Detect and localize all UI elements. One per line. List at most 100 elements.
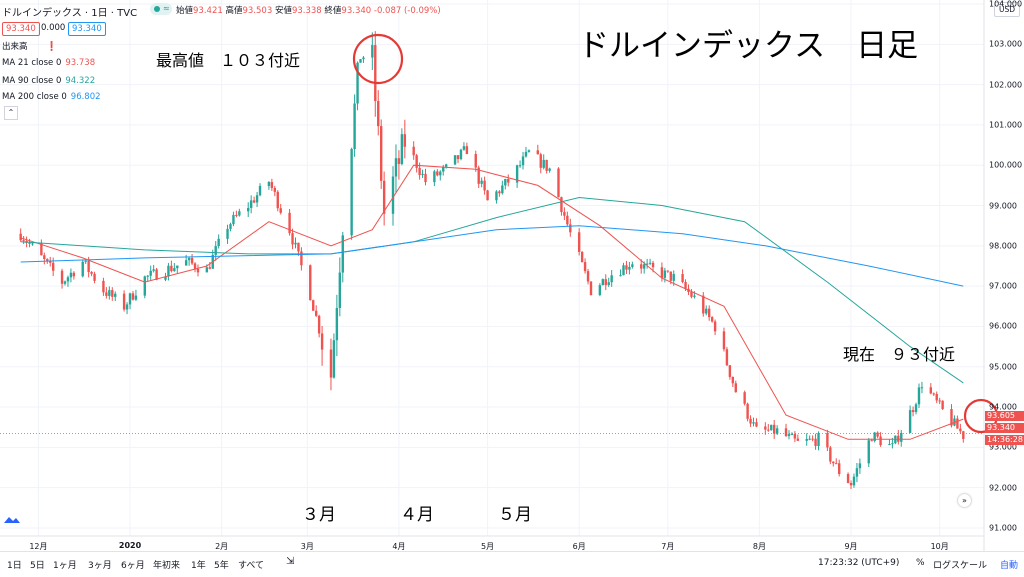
legend-volume[interactable]: 出来高 ❗ <box>2 40 57 52</box>
y-tick-label: 97.000 <box>989 281 1017 291</box>
auto-scale-toggle[interactable]: 自動 <box>1000 561 1019 571</box>
candle-body <box>764 426 767 430</box>
low-value: 93.338 <box>291 6 322 16</box>
currency-label[interactable]: USD <box>994 2 1020 17</box>
candle-body <box>338 272 342 309</box>
buy-price-box[interactable]: 93.340 <box>68 22 106 36</box>
y-tick-label: 104.000 <box>989 0 1023 9</box>
candle-body <box>320 333 324 350</box>
last-price-tag: 93.340 <box>985 423 1024 433</box>
range-5d-button[interactable]: 5日 <box>30 561 45 571</box>
candle-body <box>640 264 643 269</box>
range-ytd-button[interactable]: 年初来 <box>153 561 181 571</box>
y-tick-label: 103.000 <box>989 39 1023 49</box>
month-annotation-may: ５月 <box>498 505 532 525</box>
candle-body <box>63 281 67 284</box>
candle-body <box>453 155 457 165</box>
candle-body <box>651 262 655 268</box>
candle-body <box>817 433 820 447</box>
candle-body <box>858 463 862 469</box>
candle-body <box>49 260 52 263</box>
candle-body <box>167 265 170 277</box>
candle-body <box>462 146 466 150</box>
candle-body <box>122 293 126 310</box>
tradingview-logo-icon <box>3 510 21 523</box>
legend-ma200[interactable]: MA 200 close 0 96.802 <box>2 92 101 102</box>
close-value: 93.340 <box>341 6 372 16</box>
candle-body <box>329 349 333 378</box>
candle-body <box>403 134 407 147</box>
bottom-toolbar: 1日 5日 1ヶ月 3ヶ月 6ヶ月 年初来 1年 5年 すべて ⇲ 17:23:… <box>0 551 1024 577</box>
range-1d-button[interactable]: 1日 <box>7 561 22 571</box>
candle-body <box>128 293 132 305</box>
spread-value: 0.000 <box>41 23 66 33</box>
candle-body <box>672 274 675 281</box>
candle-body <box>335 308 339 341</box>
range-3m-button[interactable]: 3ヶ月 <box>88 561 112 571</box>
candle-body <box>436 171 439 176</box>
candle-body <box>826 433 829 448</box>
warning-icon[interactable]: ❗ <box>46 42 58 52</box>
candle-body <box>542 159 545 168</box>
candle-body <box>867 440 870 464</box>
candle-body <box>580 251 584 263</box>
candle-body <box>731 376 735 384</box>
candle-body <box>40 243 43 256</box>
y-tick-label: 96.000 <box>989 321 1017 331</box>
legend-ma90-label: MA 90 close 0 <box>2 76 62 86</box>
legend-ma21[interactable]: MA 21 close 0 93.738 <box>2 58 95 68</box>
open-value: 93.421 <box>193 6 223 16</box>
candle-body <box>504 179 507 186</box>
goto-date-icon[interactable]: ⇲ <box>286 556 295 567</box>
candle-body <box>190 257 194 264</box>
candle-body <box>929 387 933 394</box>
candle-body <box>196 268 200 273</box>
candle-body <box>908 410 912 433</box>
candle-body <box>642 264 646 269</box>
candle-body <box>102 280 105 293</box>
candle-body <box>557 168 560 198</box>
legend-ma90[interactable]: MA 90 close 0 94.322 <box>2 76 95 86</box>
candle-body <box>332 340 336 378</box>
candle-body <box>873 432 876 442</box>
candle-body <box>755 422 758 427</box>
month-annotation-april: ４月 <box>400 505 434 525</box>
candle-body <box>362 57 365 60</box>
series-line-ma-1 <box>20 196 964 384</box>
range-1m-button[interactable]: 1ヶ月 <box>53 561 77 571</box>
candle-body <box>628 266 631 270</box>
candle-body <box>377 101 380 127</box>
candle-body <box>152 269 155 271</box>
legend-ma90-value: 94.322 <box>65 76 96 86</box>
candle-body <box>527 150 531 152</box>
range-1y-button[interactable]: 1年 <box>191 561 206 571</box>
range-5y-button[interactable]: 5年 <box>214 561 229 571</box>
percent-toggle[interactable]: % <box>916 558 925 568</box>
scroll-to-latest-icon[interactable]: » <box>958 494 971 507</box>
candle-body <box>832 461 835 464</box>
range-6m-button[interactable]: 6ヶ月 <box>121 561 145 571</box>
candle-body <box>273 187 277 192</box>
candle-body <box>270 182 274 188</box>
candle-body <box>811 438 814 440</box>
log-scale-toggle[interactable]: ログスケール <box>933 561 988 571</box>
candle-body <box>374 45 377 102</box>
collapse-legend-icon[interactable]: ⌃ <box>4 106 18 120</box>
candle-body <box>371 45 374 58</box>
y-tick-label: 94.000 <box>989 402 1017 412</box>
candle-body <box>669 271 672 281</box>
clock-time[interactable]: 17:23:32 (UTC+9) <box>818 558 900 568</box>
high-annotation: 最高値 １０３付近 <box>156 51 301 70</box>
candle-body <box>187 257 191 261</box>
indicator-toggle-icon[interactable]: ≈ <box>150 3 172 15</box>
x-tick-label: 2月 <box>215 542 229 551</box>
candle-body <box>725 349 729 366</box>
candle-body <box>507 179 510 183</box>
range-all-button[interactable]: すべて <box>238 561 265 571</box>
candle-body <box>105 292 108 296</box>
symbol-title[interactable]: ドルインデックス · 1日 · TVC <box>2 8 138 19</box>
candle-body <box>849 482 853 486</box>
sell-price-box[interactable]: 93.340 <box>2 22 40 36</box>
candle-body <box>545 159 548 171</box>
